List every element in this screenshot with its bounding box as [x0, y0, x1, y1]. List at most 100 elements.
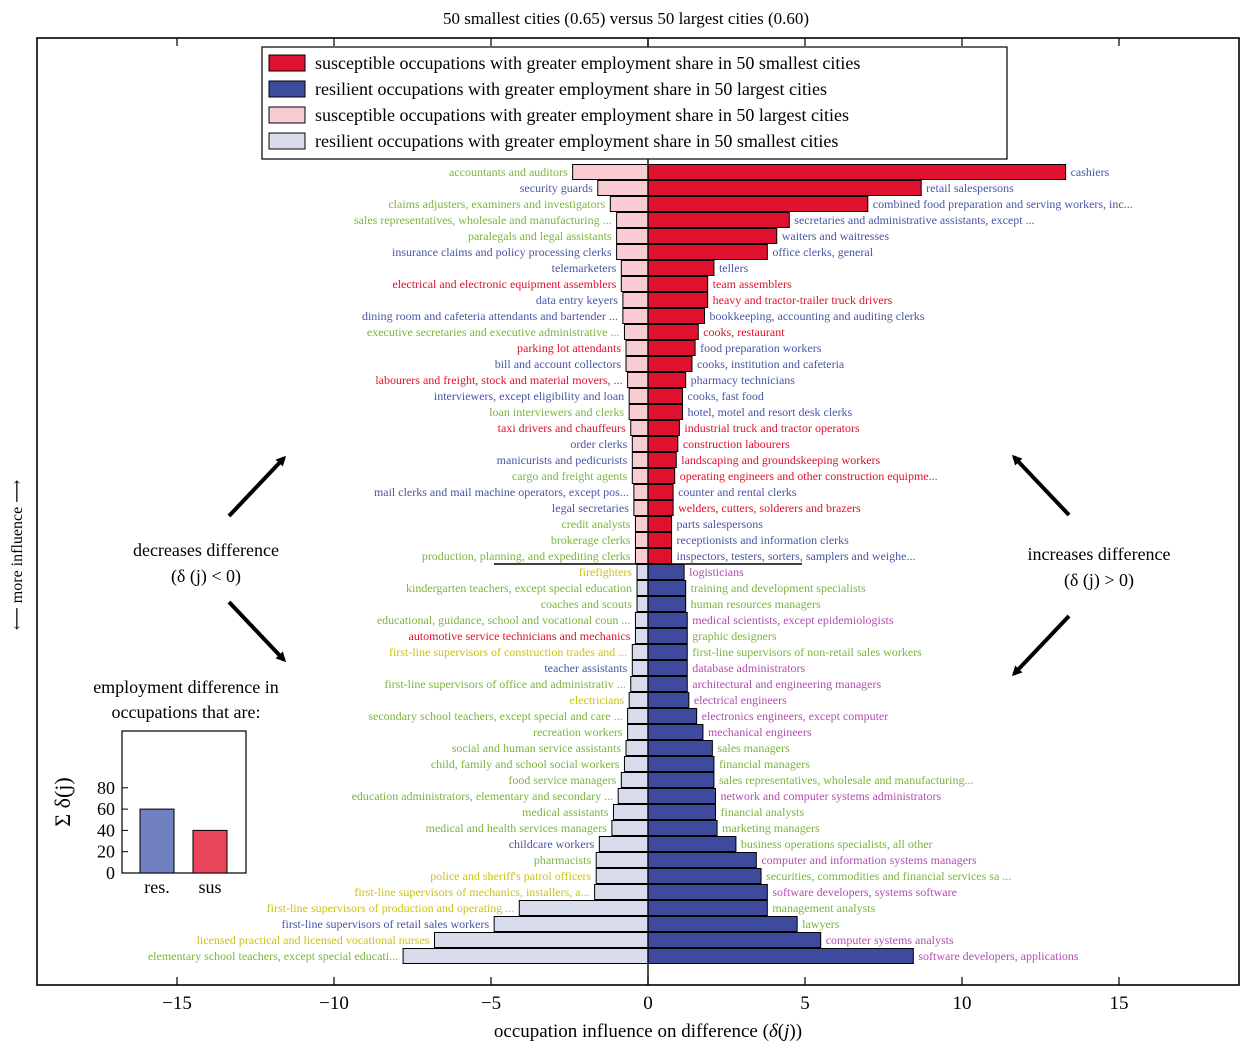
inset-category-label: res.: [144, 877, 170, 897]
x-axis-label: occupation influence on difference (δ(j)…: [494, 1021, 802, 1042]
arrow-down-left: [227, 600, 287, 663]
bar-positive: [647, 340, 696, 356]
label-positive: cooks, fast food: [688, 389, 764, 403]
label-positive: electronics engineers, except computer: [702, 709, 889, 723]
annotation-left-line1: decreases difference: [133, 540, 279, 560]
bar-positive: [647, 596, 687, 612]
bar-positive: [647, 916, 798, 932]
label-negative: accountants and auditors: [449, 165, 568, 179]
bar-positive: [647, 740, 713, 756]
label-negative: police and sheriff's patrol officers: [430, 869, 591, 883]
label-negative: coaches and scouts: [541, 597, 633, 611]
label-positive: business operations specialists, all oth…: [741, 837, 933, 851]
bar-positive: [647, 180, 922, 196]
increases-difference-annotation: increases difference (δ (j) > 0): [1011, 454, 1171, 677]
bar-positive: [647, 244, 768, 260]
label-positive: parts salespersons: [677, 517, 764, 531]
bar-positive: [647, 292, 709, 308]
label-positive: securities, commodities and financial se…: [766, 869, 1011, 883]
bar-positive: [647, 788, 717, 804]
x-tick-label: 5: [800, 993, 810, 1014]
bar-negative: [402, 948, 649, 964]
label-negative: pharmacists: [534, 853, 592, 867]
label-positive: sales managers: [717, 741, 790, 755]
label-positive: software developers, applications: [918, 949, 1079, 963]
inset-chart: employment difference in occupations tha…: [50, 677, 279, 897]
label-negative: first-line supervisors of office and adm…: [384, 677, 625, 691]
label-positive: network and computer systems administrat…: [721, 789, 942, 803]
label-negative: mail clerks and mail machine operators, …: [374, 485, 629, 499]
label-positive: combined food preparation and serving wo…: [873, 197, 1133, 211]
bar-negative: [627, 724, 649, 740]
positive-bars: [494, 38, 1067, 985]
label-positive: lawyers: [802, 917, 840, 931]
bar-positive: [647, 820, 718, 836]
bar-negative: [595, 852, 649, 868]
bar-negative: [616, 228, 649, 244]
label-positive: software developers, systems software: [772, 885, 957, 899]
label-negative: first-line supervisors of construction t…: [389, 645, 627, 659]
label-positive: marketing managers: [722, 821, 820, 835]
label-negative: security guards: [520, 181, 593, 195]
label-positive: retail salespersons: [926, 181, 1014, 195]
label-positive: human resources managers: [691, 597, 821, 611]
label-negative: executive secretaries and executive admi…: [367, 325, 620, 339]
arrow-up-right: [1011, 454, 1071, 517]
plot-frame: [36, 37, 1240, 986]
label-positive: sales representatives, wholesale and man…: [719, 773, 974, 787]
bar-negative: [616, 212, 649, 228]
bar-negative: [625, 340, 649, 356]
bar-positive: [647, 644, 688, 660]
inset-frame: [121, 730, 247, 874]
bar-negative: [631, 660, 649, 676]
x-tick-label: −15: [162, 993, 192, 1014]
bar-positive: [647, 212, 790, 228]
inset-title-line1: employment difference in: [93, 677, 279, 697]
arrow-up-left: [227, 455, 287, 518]
label-positive: heavy and tractor-trailer truck drivers: [713, 293, 893, 307]
label-positive: tellers: [719, 261, 749, 275]
bar-negative: [634, 612, 649, 628]
bar-positive: [647, 932, 822, 948]
label-negative: electricians: [570, 693, 625, 707]
label-positive: secretaries and administrative assistant…: [794, 213, 1034, 227]
label-negative: firefighters: [579, 565, 633, 579]
legend-swatch: [268, 132, 306, 150]
inset-title-line2: occupations that are:: [112, 702, 261, 722]
label-positive: industrial truck and tractor operators: [684, 421, 860, 435]
bar-negative: [620, 772, 649, 788]
label-negative: paralegals and legal assistants: [468, 229, 612, 243]
bar-negative: [493, 916, 649, 932]
label-positive: mechanical engineers: [708, 725, 812, 739]
bar-positive: [647, 516, 673, 532]
label-negative: data entry keyers: [536, 293, 618, 307]
label-positive: cooks, restaurant: [703, 325, 785, 339]
bar-negative: [595, 868, 649, 884]
bar-negative: [628, 692, 649, 708]
label-negative: medical and health services managers: [426, 821, 608, 835]
label-negative: first-line supervisors of retail sales w…: [282, 917, 490, 931]
label-negative: electrical and electronic equipment asse…: [392, 277, 616, 291]
label-negative: first-line supervisors of production and…: [267, 901, 515, 915]
bar-positive: [647, 900, 768, 916]
label-negative: food service managers: [508, 773, 616, 787]
x-axis-ticks: −15 −10 −5 0 5 10 15: [162, 38, 1129, 1014]
label-negative: child, family and school social workers: [431, 757, 620, 771]
bar-negative: [630, 676, 649, 692]
bar-positive: [647, 660, 688, 676]
legend-label: resilient occupations with greater emplo…: [315, 79, 827, 99]
bar-negative: [634, 628, 649, 644]
inset-y-tick-label: 20: [97, 842, 115, 862]
label-positive: office clerks, general: [772, 245, 873, 259]
bar-negative: [627, 372, 649, 388]
bar-negative: [609, 196, 649, 212]
x-tick-label: −10: [319, 993, 349, 1014]
bar-positive: [647, 676, 688, 692]
inset-y-tick-label: 0: [106, 863, 115, 883]
bar-negative: [594, 884, 649, 900]
bar-negative: [630, 420, 649, 436]
label-positive: welders, cutters, solderers and brazers: [678, 501, 861, 515]
label-negative: social and human service assistants: [452, 741, 622, 755]
inset-bar: [139, 808, 175, 874]
label-negative: recreation workers: [533, 725, 623, 739]
